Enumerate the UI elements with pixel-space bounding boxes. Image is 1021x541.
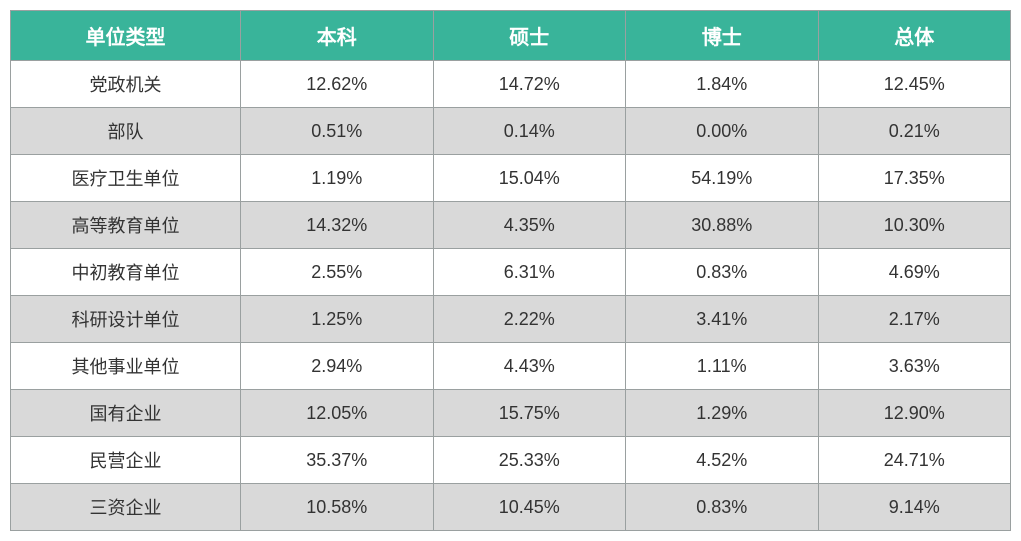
employment-table-container: 单位类型 本科 硕士 博士 总体 党政机关12.62%14.72%1.84%12… <box>10 10 1011 531</box>
row-label: 医疗卫生单位 <box>11 155 241 202</box>
cell-value: 15.04% <box>433 155 626 202</box>
cell-value: 4.43% <box>433 343 626 390</box>
col-header-unit-type: 单位类型 <box>11 11 241 61</box>
cell-value: 12.05% <box>241 390 434 437</box>
cell-value: 17.35% <box>818 155 1011 202</box>
row-label: 民营企业 <box>11 437 241 484</box>
cell-value: 0.14% <box>433 108 626 155</box>
cell-value: 9.14% <box>818 484 1011 531</box>
col-header-overall: 总体 <box>818 11 1011 61</box>
table-header: 单位类型 本科 硕士 博士 总体 <box>11 11 1011 61</box>
cell-value: 15.75% <box>433 390 626 437</box>
table-row: 三资企业10.58%10.45%0.83%9.14% <box>11 484 1011 531</box>
cell-value: 10.58% <box>241 484 434 531</box>
cell-value: 12.90% <box>818 390 1011 437</box>
cell-value: 4.52% <box>626 437 819 484</box>
cell-value: 3.63% <box>818 343 1011 390</box>
cell-value: 54.19% <box>626 155 819 202</box>
table-row: 科研设计单位1.25%2.22%3.41%2.17% <box>11 296 1011 343</box>
row-label: 国有企业 <box>11 390 241 437</box>
cell-value: 1.84% <box>626 61 819 108</box>
cell-value: 1.29% <box>626 390 819 437</box>
row-label: 科研设计单位 <box>11 296 241 343</box>
cell-value: 25.33% <box>433 437 626 484</box>
table-row: 医疗卫生单位1.19%15.04%54.19%17.35% <box>11 155 1011 202</box>
cell-value: 2.55% <box>241 249 434 296</box>
cell-value: 2.94% <box>241 343 434 390</box>
employment-table: 单位类型 本科 硕士 博士 总体 党政机关12.62%14.72%1.84%12… <box>10 10 1011 531</box>
cell-value: 2.22% <box>433 296 626 343</box>
cell-value: 4.69% <box>818 249 1011 296</box>
table-body: 党政机关12.62%14.72%1.84%12.45%部队0.51%0.14%0… <box>11 61 1011 531</box>
table-row: 国有企业12.05%15.75%1.29%12.90% <box>11 390 1011 437</box>
cell-value: 10.30% <box>818 202 1011 249</box>
cell-value: 0.00% <box>626 108 819 155</box>
cell-value: 30.88% <box>626 202 819 249</box>
cell-value: 10.45% <box>433 484 626 531</box>
table-row: 中初教育单位2.55%6.31%0.83%4.69% <box>11 249 1011 296</box>
row-label: 高等教育单位 <box>11 202 241 249</box>
row-label: 其他事业单位 <box>11 343 241 390</box>
cell-value: 35.37% <box>241 437 434 484</box>
row-label: 党政机关 <box>11 61 241 108</box>
col-header-bachelor: 本科 <box>241 11 434 61</box>
row-label: 部队 <box>11 108 241 155</box>
table-row: 民营企业35.37%25.33%4.52%24.71% <box>11 437 1011 484</box>
cell-value: 0.21% <box>818 108 1011 155</box>
cell-value: 1.11% <box>626 343 819 390</box>
cell-value: 12.45% <box>818 61 1011 108</box>
cell-value: 14.72% <box>433 61 626 108</box>
cell-value: 14.32% <box>241 202 434 249</box>
row-label: 三资企业 <box>11 484 241 531</box>
cell-value: 2.17% <box>818 296 1011 343</box>
col-header-doctor: 博士 <box>626 11 819 61</box>
col-header-master: 硕士 <box>433 11 626 61</box>
cell-value: 4.35% <box>433 202 626 249</box>
cell-value: 0.51% <box>241 108 434 155</box>
table-row: 党政机关12.62%14.72%1.84%12.45% <box>11 61 1011 108</box>
cell-value: 1.25% <box>241 296 434 343</box>
cell-value: 0.83% <box>626 249 819 296</box>
cell-value: 1.19% <box>241 155 434 202</box>
cell-value: 24.71% <box>818 437 1011 484</box>
row-label: 中初教育单位 <box>11 249 241 296</box>
table-row: 高等教育单位14.32%4.35%30.88%10.30% <box>11 202 1011 249</box>
cell-value: 12.62% <box>241 61 434 108</box>
table-row: 部队0.51%0.14%0.00%0.21% <box>11 108 1011 155</box>
cell-value: 0.83% <box>626 484 819 531</box>
table-row: 其他事业单位2.94%4.43%1.11%3.63% <box>11 343 1011 390</box>
cell-value: 6.31% <box>433 249 626 296</box>
cell-value: 3.41% <box>626 296 819 343</box>
header-row: 单位类型 本科 硕士 博士 总体 <box>11 11 1011 61</box>
